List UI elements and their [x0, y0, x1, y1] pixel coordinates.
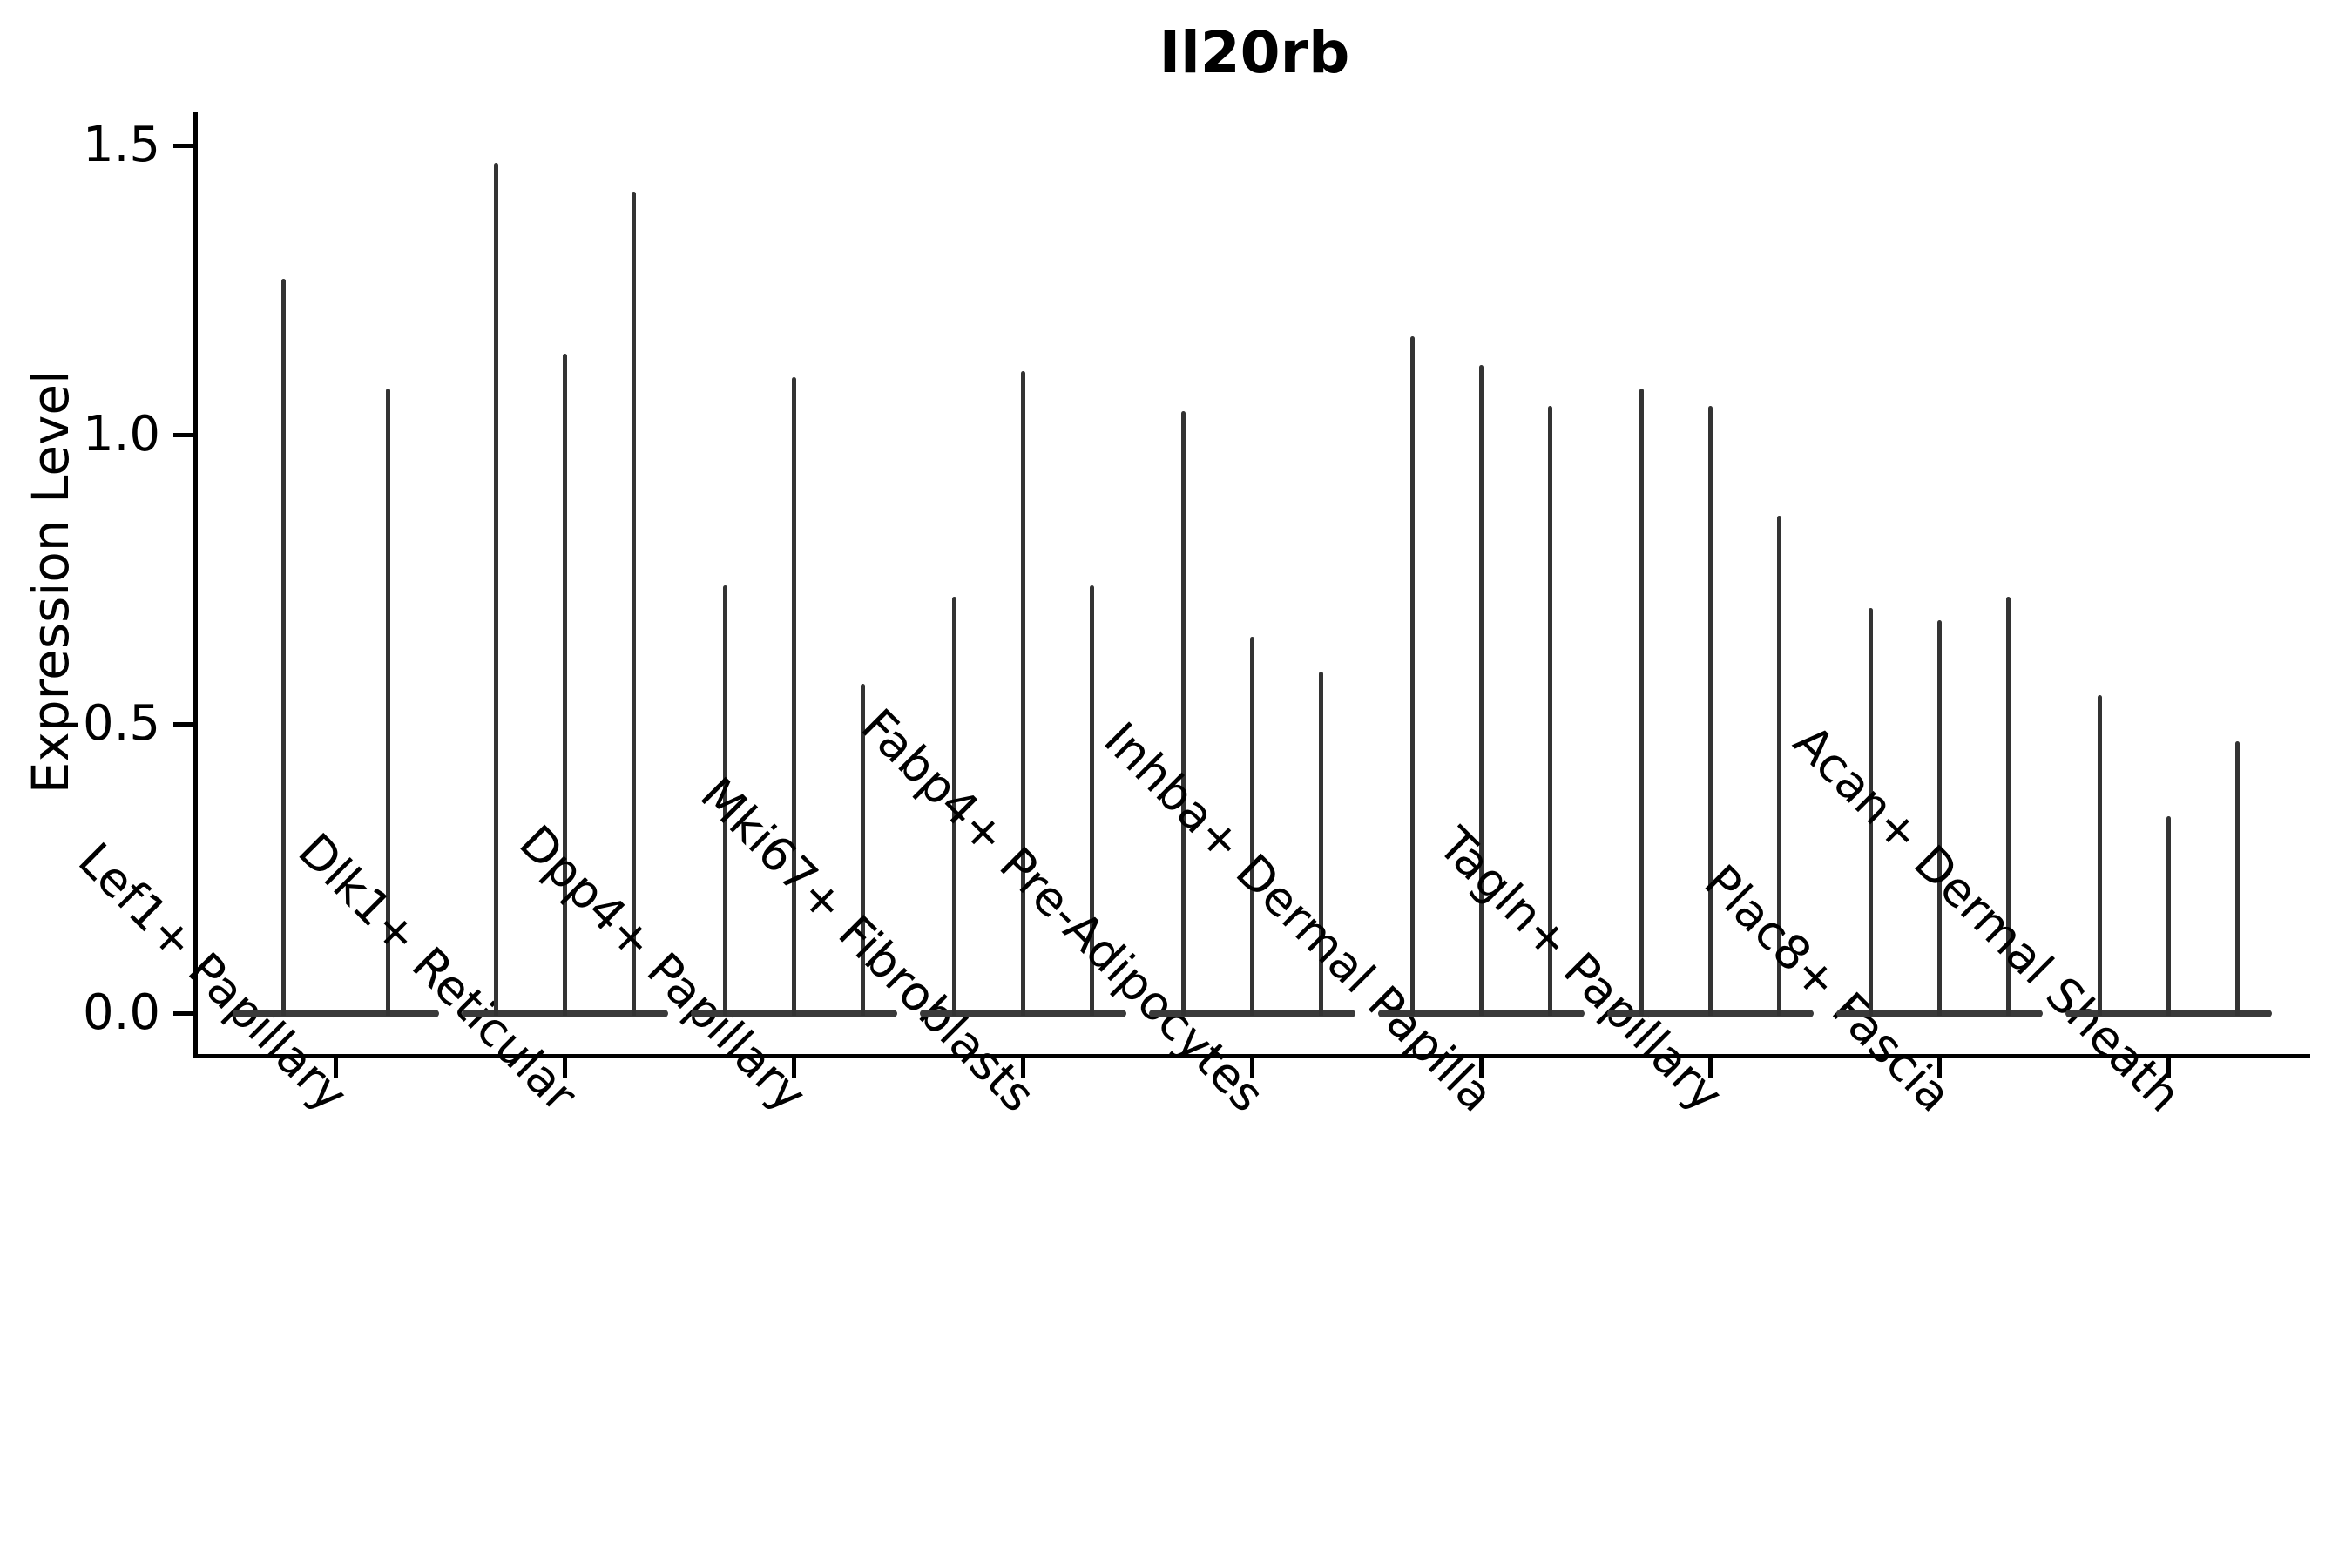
- y-axis-spine: [193, 112, 198, 1058]
- violin-spike: [1937, 619, 1943, 1016]
- violin-spike: [631, 192, 636, 1016]
- x-tick-mark: [1937, 1057, 1943, 1078]
- x-axis-spine: [193, 1054, 2310, 1058]
- x-tick-mark: [2166, 1057, 2172, 1078]
- violin-spike: [2235, 740, 2240, 1016]
- violin-spike: [1180, 411, 1186, 1016]
- violin-spike: [1410, 336, 1415, 1016]
- violin-spike: [280, 278, 286, 1016]
- violin-spike: [1020, 371, 1025, 1016]
- x-tick-mark: [1479, 1057, 1484, 1078]
- violin-spike: [791, 376, 796, 1016]
- violin-spike: [722, 585, 727, 1016]
- violin-spike: [562, 354, 567, 1016]
- violin-spike: [1548, 405, 1552, 1016]
- violin-spike: [2166, 816, 2172, 1016]
- y-tick-mark: [173, 1010, 196, 1016]
- violin-spike: [1639, 388, 1645, 1016]
- violin-spike: [951, 596, 956, 1016]
- chart-title: Il20rb: [1159, 19, 1350, 86]
- y-tick-mark: [173, 143, 196, 148]
- violin-spike: [1089, 585, 1094, 1016]
- y-tick-label: 0.5: [82, 695, 160, 752]
- x-category-label: Inhba+ Dermal Papilla: [1093, 712, 1504, 1123]
- violin-spike: [1869, 608, 1874, 1016]
- violin-spike: [1777, 516, 1782, 1016]
- y-tick-mark: [173, 432, 196, 437]
- x-tick-mark: [1020, 1057, 1025, 1078]
- violin-spike: [493, 162, 498, 1016]
- violin-spike: [385, 388, 390, 1016]
- violin-base: [232, 1010, 439, 1017]
- x-category-label: Acan+ Dermal Sheath: [1783, 714, 2192, 1123]
- violin-spike: [2098, 694, 2103, 1016]
- violin-spike: [1479, 365, 1484, 1016]
- violin-spike: [2006, 596, 2011, 1016]
- x-category-label: Plac8+ Fascia: [1693, 854, 1963, 1123]
- violin-spike: [1318, 672, 1323, 1016]
- y-tick-mark: [173, 721, 196, 727]
- x-tick-mark: [562, 1057, 567, 1078]
- y-tick-label: 0.0: [82, 984, 160, 1041]
- x-tick-mark: [1249, 1057, 1254, 1078]
- violin-spike: [1708, 405, 1713, 1016]
- x-category-label: Fabp4+ Pre-Adipocytes: [850, 698, 1275, 1123]
- x-tick-mark: [791, 1057, 796, 1078]
- y-tick-label: 1.5: [82, 117, 160, 173]
- y-tick-label: 1.0: [82, 406, 160, 463]
- x-tick-mark: [1708, 1057, 1713, 1078]
- x-tick-mark: [333, 1057, 338, 1078]
- violin-spike: [1249, 637, 1254, 1016]
- violin-spike: [860, 683, 865, 1016]
